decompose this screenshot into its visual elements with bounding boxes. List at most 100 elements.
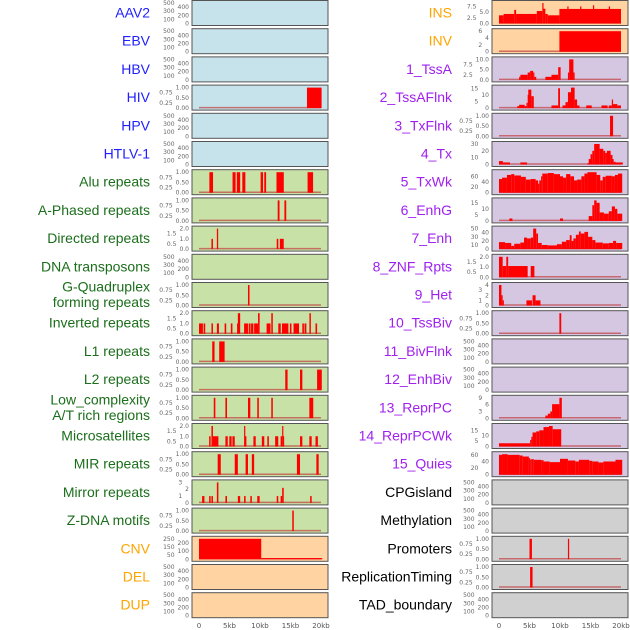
- y-tick-label: 3: [478, 408, 482, 415]
- y-tick-label: 0.5: [167, 326, 177, 333]
- data-bar: [612, 159, 614, 165]
- track-label: 13_ReprPC: [379, 399, 452, 415]
- data-bar: [545, 415, 548, 419]
- data-bar: [531, 96, 534, 109]
- y-tick-label: 1.00: [476, 564, 490, 571]
- y-tick-label: 1.00: [176, 338, 190, 345]
- data-bar: [530, 237, 534, 250]
- data-bar: [245, 454, 248, 475]
- y-tick-label: 0.50: [176, 518, 190, 525]
- track-label-line: G-Quadruplex: [62, 279, 150, 295]
- y-tick-label: 6: [485, 402, 489, 409]
- y-tick-label: 1.0: [179, 433, 189, 440]
- data-bar: [230, 323, 233, 334]
- panel-background: [191, 564, 329, 590]
- y-tick-label: 50: [471, 226, 479, 233]
- y-tick-label: 0: [485, 359, 489, 366]
- data-bar: [499, 161, 503, 165]
- y-tick-label: 0.75: [159, 400, 173, 407]
- track-panel: 0.00.51.01.52.0: [167, 310, 329, 338]
- y-tick-label: 400: [478, 484, 490, 491]
- track-label: HIV: [127, 89, 151, 105]
- y-tick-label: 0: [185, 162, 189, 169]
- data-bar: [278, 323, 281, 334]
- data-bar: [558, 67, 561, 80]
- panel-background: [191, 451, 329, 478]
- y-tick-label: 100: [163, 157, 175, 164]
- track-label: G-Quadruplex forming repeats: [53, 279, 150, 311]
- data-bar: [588, 159, 591, 165]
- y-axis-ticks: 0.000.250.500.751.00: [459, 310, 489, 338]
- data-bar: [588, 236, 593, 250]
- data-bar: [300, 436, 303, 447]
- data-bar: [508, 266, 528, 278]
- y-tick-label: 5.0: [479, 9, 489, 16]
- data-bar: [615, 459, 623, 475]
- y-tick-label: 100: [463, 383, 475, 390]
- y-tick-label: 60: [471, 173, 479, 180]
- data-bar: [547, 15, 560, 24]
- y-tick-label: 400: [178, 4, 190, 11]
- data-bar: [569, 59, 574, 80]
- y-tick-label: 200: [478, 520, 490, 527]
- y-tick-label: 3: [178, 479, 182, 486]
- track-label: Low_complexity A/T rich regions: [50, 391, 150, 423]
- panel-background: [191, 197, 329, 224]
- data-bar: [533, 228, 537, 250]
- y-axis-ticks: 0.000.250.500.751.00: [459, 536, 489, 564]
- y-tick-label: 2.0: [179, 310, 189, 317]
- x-tick-label: 10kb: [551, 622, 569, 630]
- data-bar: [217, 454, 221, 475]
- data-bar: [617, 105, 621, 109]
- data-bar: [520, 176, 526, 193]
- track-label: Directed repeats: [47, 230, 150, 246]
- data-bar: [257, 397, 259, 419]
- y-tick-label: 0: [485, 415, 489, 422]
- track-label: DNA transposons: [41, 258, 150, 274]
- y-tick-label: 0.0: [179, 246, 189, 253]
- y-tick-label: 200: [478, 379, 490, 386]
- data-bar: [530, 70, 534, 80]
- data-bar: [277, 200, 280, 221]
- data-bar: [225, 397, 227, 419]
- track-label: Methylation: [380, 512, 452, 528]
- y-tick-label: 10.0: [476, 56, 490, 63]
- data-bar: [251, 454, 255, 475]
- y-tick-label: 0: [485, 528, 489, 535]
- x-tick-label: 10kb: [251, 622, 269, 630]
- track-panel: 0.000.250.500.751.00: [159, 394, 329, 422]
- track-panel: 0.000.250.500.751.00: [159, 508, 329, 535]
- data-bar: [592, 5, 595, 24]
- y-tick-label: 400: [478, 596, 490, 603]
- y-tick-label: 500: [163, 113, 175, 120]
- data-bar: [606, 150, 611, 165]
- panel-background: [491, 282, 629, 308]
- y-axis-ticks: 0.000.250.500.751.00: [159, 85, 189, 113]
- data-bar: [543, 427, 550, 447]
- y-tick-label: 0.75: [459, 118, 473, 125]
- data-bar: [541, 460, 544, 475]
- y-axis-ticks: 0.000.250.500.751.00: [159, 451, 189, 479]
- track-label: HBV: [121, 61, 150, 77]
- y-tick-label: 200: [178, 605, 190, 612]
- y-tick-label: 500: [163, 141, 175, 148]
- y-tick-label: 1.00: [476, 310, 490, 317]
- data-bar: [502, 266, 507, 278]
- y-tick-label: 0: [185, 500, 189, 507]
- data-bar: [275, 436, 279, 447]
- y-tick-label: 1.00: [176, 508, 190, 515]
- y-tick-label: 150: [163, 544, 175, 551]
- y-tick-label: 0.00: [176, 528, 190, 535]
- panel-background: [491, 479, 629, 506]
- y-tick-label: 60: [471, 452, 479, 459]
- y-tick-label: 1.00: [176, 169, 190, 176]
